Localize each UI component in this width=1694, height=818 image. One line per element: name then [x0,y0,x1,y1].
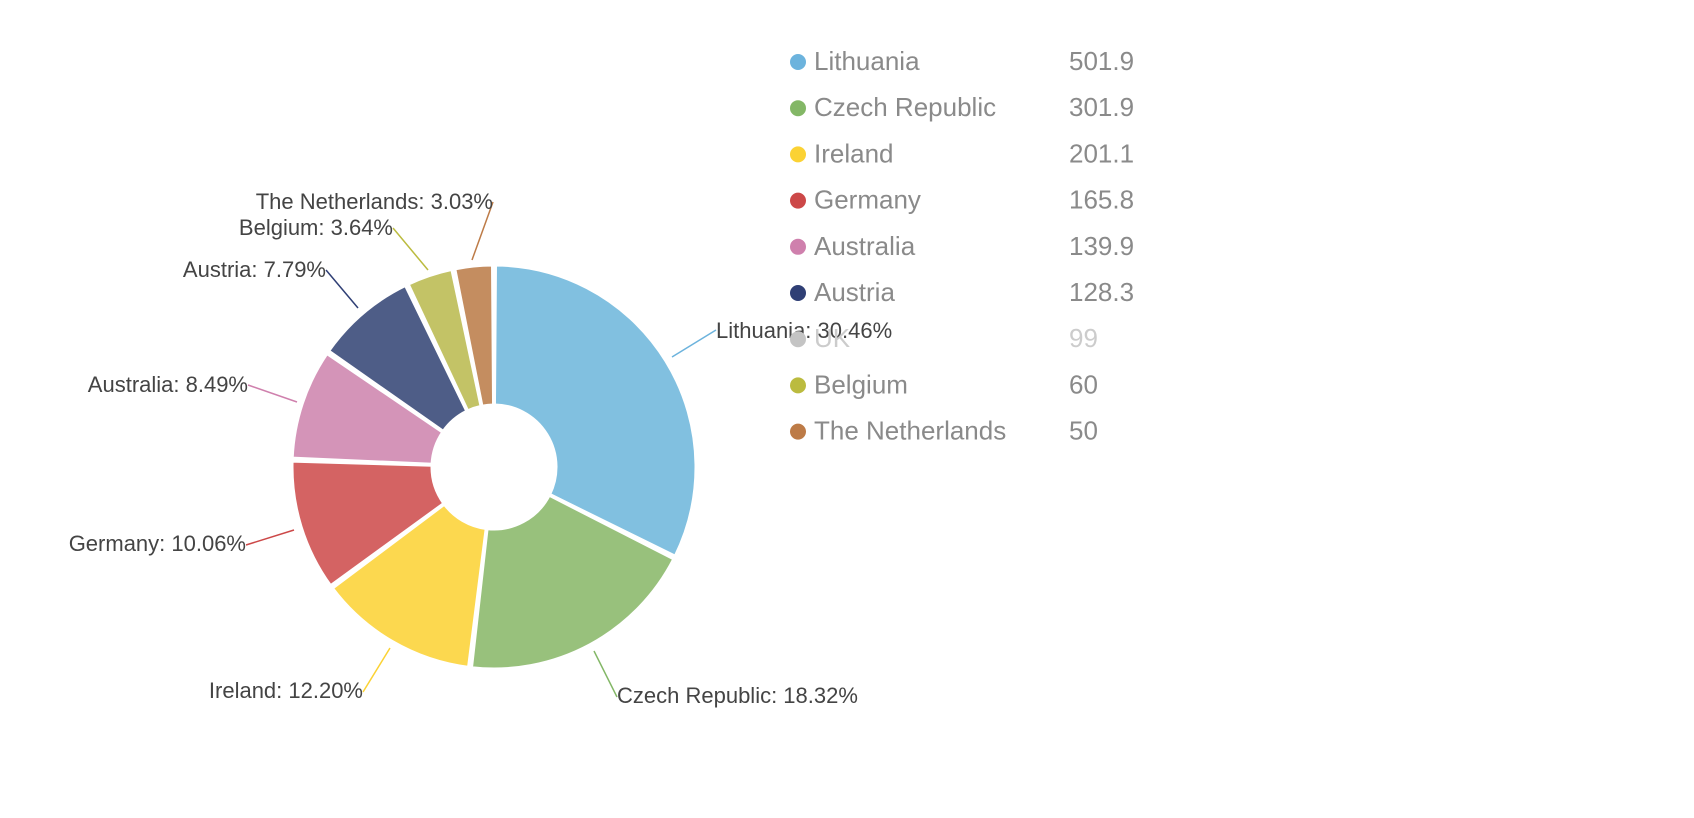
slice-label-austria: Austria: 7.79% [183,257,326,282]
chart-legend: Lithuania 501.9 Czech Republic 301.9 Ireland… [790,46,1134,446]
leader-line-belgium [392,227,429,271]
legend-value-austria: 128.3 [1069,277,1134,307]
slice-labels: Lithuania: 30.46%Czech Republic: 18.32%I… [69,189,892,708]
pie-slice-lithuania[interactable] [492,263,698,559]
legend-label-germany: Germany [814,185,921,215]
legend-item-germany[interactable]: Germany 165.8 [790,185,1134,215]
slice-label-czech-republic: Czech Republic: 18.32% [617,683,858,708]
label-leader-lines [245,201,717,698]
legend-marker-australia [790,238,806,255]
legend-item-czech-republic[interactable]: Czech Republic 301.9 [790,92,1134,122]
legend-label-austria: Austria [814,277,895,307]
pie-slice-czech-republic[interactable] [469,493,676,671]
legend-item-belgium[interactable]: Belgium 60 [790,369,1098,399]
legend-marker-uk [790,331,806,348]
legend-item-the-netherlands[interactable]: The Netherlands 50 [790,416,1098,446]
legend-value-lithuania: 501.9 [1069,46,1134,76]
slice-label-belgium: Belgium: 3.64% [239,215,393,240]
leader-line-the-netherlands [471,201,494,261]
legend-value-germany: 165.8 [1069,185,1134,215]
slice-label-ireland: Ireland: 12.20% [209,678,363,703]
pie-slice-ireland[interactable] [330,502,488,670]
legend-marker-austria [790,285,806,301]
legend-label-belgium: Belgium [814,369,908,399]
pie-slice-the-netherlands[interactable] [453,263,496,408]
leader-line-ireland [362,647,391,693]
slice-label-the-netherlands: The Netherlands: 3.03% [256,189,493,214]
leader-line-germany [245,529,295,546]
legend-item-austria[interactable]: Austria 128.3 [790,277,1134,307]
legend-label-uk: UK [814,323,851,353]
legend-marker-lithuania [790,54,806,70]
pie-slice-germany[interactable] [290,459,446,588]
slice-label-australia: Australia: 8.49% [88,372,248,397]
leader-line-austria [325,269,359,309]
legend-marker-germany [790,192,806,209]
legend-value-uk: 99 [1069,323,1098,353]
legend-item-uk[interactable]: UK 99 [790,323,1098,353]
leader-line-lithuania [671,329,717,358]
chart-slices [290,263,698,671]
legend-marker-the-netherlands [790,423,806,440]
legend-label-czech-republic: Czech Republic [814,92,996,122]
legend-value-the-netherlands: 50 [1069,416,1098,446]
slice-label-germany: Germany: 10.06% [69,531,246,556]
legend-marker-czech-republic [790,100,806,117]
legend-label-lithuania: Lithuania [814,46,920,76]
legend-item-lithuania[interactable]: Lithuania 501.9 [790,46,1134,76]
leader-line-czech-republic [593,650,618,698]
legend-label-australia: Australia [814,231,916,261]
legend-label-the-netherlands: The Netherlands [814,416,1006,446]
pie-slice-australia[interactable] [290,351,445,466]
legend-marker-ireland [790,146,806,163]
legend-marker-belgium [790,377,806,394]
legend-value-belgium: 60 [1069,369,1098,399]
legend-item-australia[interactable]: Australia 139.9 [790,231,1134,261]
legend-label-ireland: Ireland [814,138,894,168]
leader-line-australia [247,384,298,403]
legend-value-australia: 139.9 [1069,231,1134,261]
legend-value-ireland: 201.1 [1069,138,1134,168]
legend-value-czech-republic: 301.9 [1069,92,1134,122]
legend-item-ireland[interactable]: Ireland 201.1 [790,138,1134,168]
pie-slice-austria[interactable] [326,283,469,434]
